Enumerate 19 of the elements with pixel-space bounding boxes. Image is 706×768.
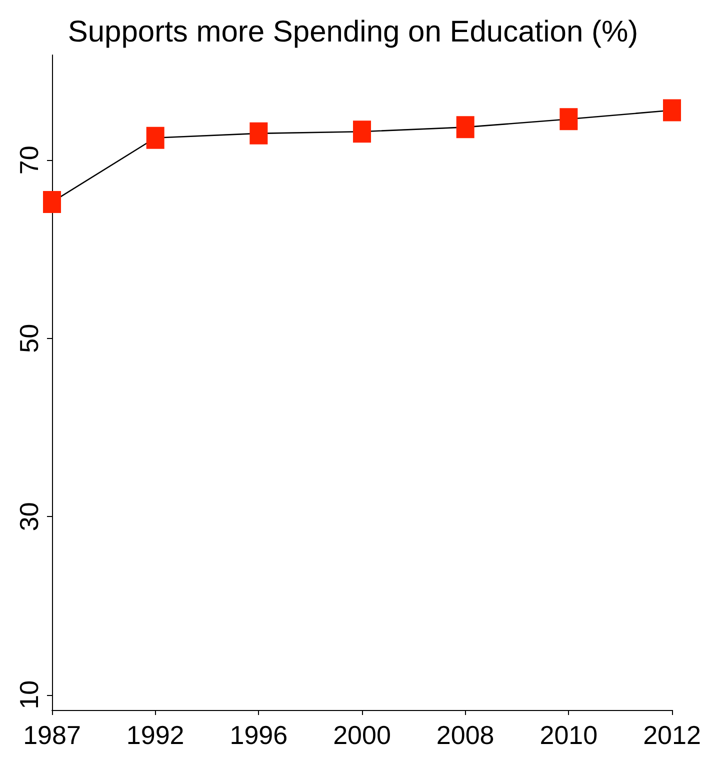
x-tick-label: 1996 — [230, 720, 288, 750]
point — [250, 122, 268, 144]
x-tick-label: 2010 — [540, 720, 598, 750]
point — [353, 120, 371, 143]
x-tick-label: 1992 — [126, 720, 184, 750]
point — [456, 116, 474, 138]
x-tick-label: 1987 — [23, 720, 81, 750]
point — [146, 126, 164, 149]
x-tick-label: 2008 — [436, 720, 494, 750]
x-tick-label: 2000 — [333, 720, 391, 750]
y-tick-label: 50 — [14, 324, 44, 353]
point — [663, 99, 681, 122]
chart-title: Supports more Spending on Education (%) — [68, 16, 638, 48]
y-tick-label: 10 — [14, 680, 44, 710]
y-tick-label: 30 — [14, 502, 44, 532]
point — [560, 108, 578, 130]
y-tick-label: 70 — [14, 146, 44, 175]
point — [43, 191, 61, 214]
x-tick-label: 2012 — [643, 720, 701, 750]
